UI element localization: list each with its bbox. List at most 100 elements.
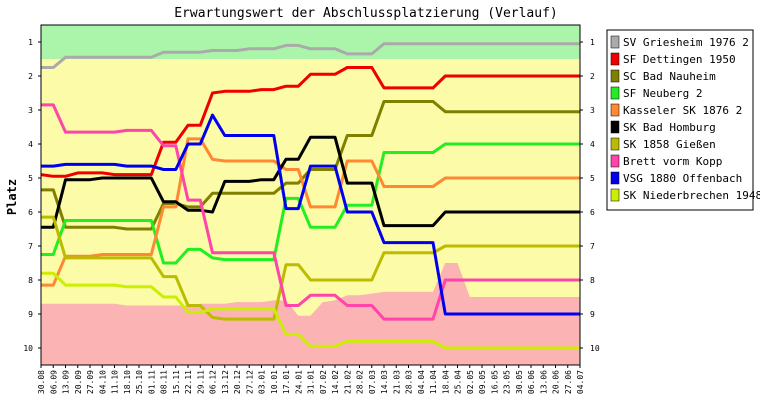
legend-label: SF Neuberg 2 xyxy=(623,87,702,100)
series-line-5 xyxy=(41,137,580,287)
x-tick-label: 06.06 xyxy=(527,370,536,394)
legend: SV Griesheim 1976 2 SF Dettingen 1950 SC B… xyxy=(606,29,760,211)
legend-swatch xyxy=(610,154,620,168)
y-tick-label-right: 5 xyxy=(590,174,595,183)
x-tick-label: 06.09 xyxy=(49,370,58,394)
legend-swatch xyxy=(610,86,620,100)
legend-swatch xyxy=(610,35,620,49)
x-tick-label: 01.11 xyxy=(147,370,156,394)
band-bottom xyxy=(41,263,580,365)
series-line-6 xyxy=(41,135,580,229)
legend-label: SC Bad Nauheim xyxy=(623,70,716,83)
legend-swatch xyxy=(610,171,620,185)
y-axis-right: 1 2 3 4 5 6 7 8 9 10 xyxy=(580,38,600,353)
legend-label: SV Griesheim 1976 2 xyxy=(623,36,749,49)
legend-swatch xyxy=(610,120,620,134)
x-tick-label: 15.11 xyxy=(172,370,181,394)
y-tick-label-right: 4 xyxy=(590,140,595,149)
y-tick-label-left: 5 xyxy=(28,174,33,183)
x-tick-label: 28.02 xyxy=(356,370,365,394)
x-tick-label: 16.05 xyxy=(490,370,499,394)
y-tick-label-left: 2 xyxy=(28,72,33,81)
x-tick-label: 13.12 xyxy=(221,370,230,394)
x-tick-label: 21.03 xyxy=(392,370,401,394)
y-tick-label-left: 3 xyxy=(28,106,33,115)
series-line-4 xyxy=(41,142,580,265)
legend-label: Brett vorm Kopp xyxy=(623,155,722,168)
y-axis-left: 1 2 3 4 5 6 7 8 9 10 xyxy=(23,38,41,353)
y-tick-label-right: 7 xyxy=(590,242,595,251)
x-tick-label: 20.09 xyxy=(74,370,83,394)
x-tick-label: 30.05 xyxy=(515,370,524,394)
y-tick-label-right: 8 xyxy=(590,276,595,285)
legend-swatch xyxy=(610,188,620,202)
x-tick-label: 14.02 xyxy=(331,370,340,394)
x-tick-label: 04.10 xyxy=(98,370,107,394)
x-tick-label: 07.03 xyxy=(368,370,377,394)
series-line-2 xyxy=(40,66,580,178)
x-tick-label: 20.12 xyxy=(233,370,242,394)
x-tick-label: 14.03 xyxy=(380,370,389,394)
y-tick-label-right: 1 xyxy=(590,38,595,47)
x-tick-label: 24.01 xyxy=(294,370,303,394)
y-axis-label: Platz xyxy=(5,179,19,215)
x-tick-label: 11.10 xyxy=(111,370,120,394)
x-tick-label: 25.04 xyxy=(454,370,463,394)
y-tick-label-left: 6 xyxy=(28,208,33,217)
x-tick-label: 23.05 xyxy=(503,370,512,394)
legend-swatch xyxy=(610,52,620,66)
x-tick-label: 06.12 xyxy=(209,370,218,394)
x-tick-label: 10.01 xyxy=(270,370,279,394)
x-tick-label: 27.12 xyxy=(245,370,254,394)
legend-swatch xyxy=(610,137,620,151)
legend-swatch xyxy=(610,103,620,117)
legend-swatch xyxy=(610,69,620,83)
y-tick-label-left: 1 xyxy=(28,38,33,47)
series-line-1 xyxy=(41,42,580,69)
x-tick-label: 22.11 xyxy=(184,370,193,394)
legend-label: SK Niederbrechen 1948 xyxy=(623,189,760,202)
y-tick-label-left: 4 xyxy=(28,140,33,149)
y-tick-label-right: 2 xyxy=(590,72,595,81)
x-tick-label: 13.06 xyxy=(539,370,548,394)
y-tick-label-right: 10 xyxy=(590,344,600,353)
x-tick-label: 03.01 xyxy=(258,370,267,394)
x-tick-label: 30.08 xyxy=(37,370,46,394)
legend-box xyxy=(606,29,754,211)
legend-label: Kasseler SK 1876 2 xyxy=(623,104,742,117)
plot-background xyxy=(41,25,580,365)
x-tick-label: 02.05 xyxy=(466,370,475,394)
band-top xyxy=(41,25,580,59)
x-tick-label: 07.02 xyxy=(319,370,328,394)
legend-label: VSG 1880 Offenbach xyxy=(623,172,742,185)
x-tick-label: 31.01 xyxy=(307,370,316,394)
series-line-8 xyxy=(41,103,580,321)
x-tick-label: 18.04 xyxy=(441,370,450,394)
x-tick-label: 27.09 xyxy=(86,370,95,394)
series-layer xyxy=(40,42,580,350)
series-line-7 xyxy=(41,215,580,321)
x-tick-label: 11.04 xyxy=(429,370,438,394)
y-tick-label-left: 7 xyxy=(28,242,33,251)
y-tick-label-left: 10 xyxy=(23,344,33,353)
x-tick-label: 27.06 xyxy=(564,370,573,394)
y-tick-label-right: 6 xyxy=(590,208,595,217)
y-tick-label-left: 9 xyxy=(28,310,33,319)
y-tick-label-left: 8 xyxy=(28,276,33,285)
x-tick-label: 20.06 xyxy=(552,370,561,394)
series-line-10 xyxy=(41,271,580,350)
x-tick-label: 08.11 xyxy=(160,370,169,394)
x-tick-label: 28.03 xyxy=(405,370,414,394)
legend-label: SK Bad Homburg xyxy=(623,121,716,134)
chart-title: Erwartungswert der Abschlussplatzierung … xyxy=(174,6,558,21)
x-tick-label: 18.10 xyxy=(123,370,132,394)
series-line-9 xyxy=(41,113,580,316)
x-tick-label: 25.10 xyxy=(135,370,144,394)
legend-label: SK 1858 Gießen xyxy=(623,138,716,151)
y-tick-label-right: 3 xyxy=(590,106,595,115)
x-tick-label: 13.09 xyxy=(62,370,71,394)
x-axis: 30.08 06.09 13.09 20.09 27.09 04.10 11.10 18.10… xyxy=(37,365,585,394)
x-tick-label: 29.11 xyxy=(196,370,205,394)
y-tick-label-right: 9 xyxy=(590,310,595,319)
